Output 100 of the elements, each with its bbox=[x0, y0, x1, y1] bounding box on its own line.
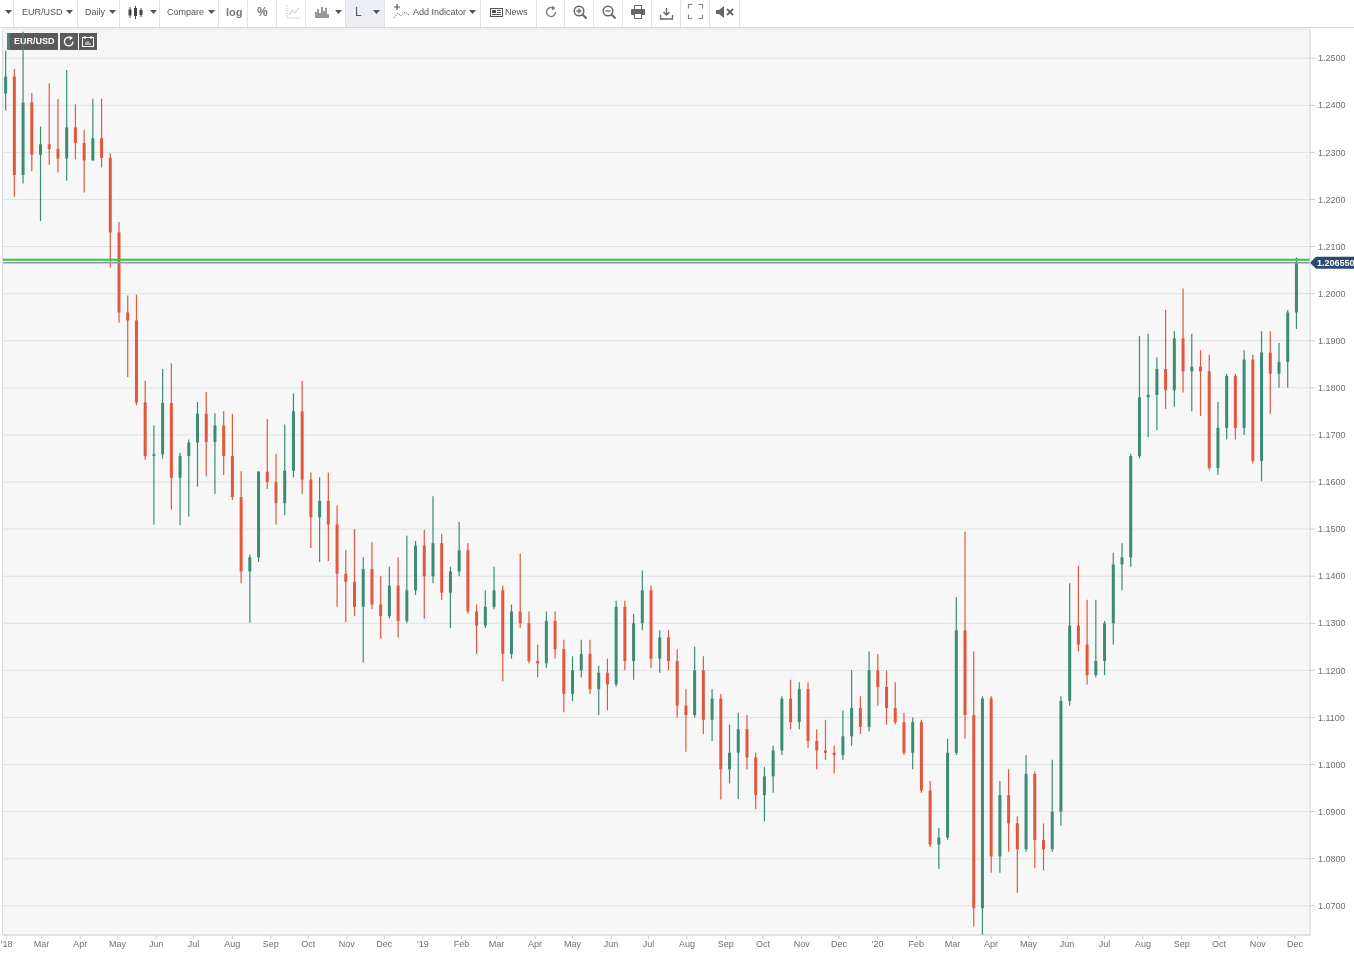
candlestick bbox=[196, 401, 200, 488]
y-tick-label: 1.1400 bbox=[1318, 571, 1346, 582]
x-tick-label: Aug bbox=[224, 939, 241, 950]
candlestick bbox=[248, 553, 252, 624]
y-tick-label: 1.2400 bbox=[1318, 100, 1346, 111]
text: Compare bbox=[167, 6, 205, 17]
x-tick-label: Jul bbox=[642, 939, 655, 950]
candlestick bbox=[326, 471, 330, 562]
y-tick-label: 1.0800 bbox=[1318, 853, 1346, 864]
candlestick bbox=[187, 439, 191, 517]
candlestick bbox=[876, 653, 880, 707]
x-tick-label: Apr bbox=[73, 939, 88, 950]
y-tick-label: 1.1700 bbox=[1318, 430, 1346, 441]
candlestick bbox=[483, 589, 487, 629]
candlestick bbox=[762, 766, 766, 823]
candlestick bbox=[39, 125, 43, 222]
x-tick-label: Jul bbox=[1098, 939, 1111, 950]
y-tick-label: 1.2100 bbox=[1318, 241, 1346, 252]
candlestick bbox=[509, 603, 513, 660]
candlestick bbox=[823, 719, 827, 761]
candlestick bbox=[56, 98, 60, 173]
x-tick-label: Feb bbox=[908, 939, 925, 950]
candlestick bbox=[893, 681, 897, 726]
candlestick bbox=[379, 575, 383, 640]
y-tick-label: 1.1000 bbox=[1318, 759, 1346, 770]
candlestick bbox=[937, 827, 941, 870]
y-tick-label: 1.1900 bbox=[1318, 335, 1346, 346]
x-tick-label: Mar bbox=[33, 939, 50, 950]
candlestick bbox=[841, 709, 845, 761]
y-tick-label: 1.2000 bbox=[1318, 288, 1346, 299]
candlestick bbox=[858, 695, 862, 735]
y-tick-label: 1.2200 bbox=[1318, 194, 1346, 205]
y-tick-label: 1.2500 bbox=[1318, 53, 1346, 64]
candlestick bbox=[1042, 822, 1046, 872]
x-tick-label: Jul bbox=[187, 939, 200, 950]
x-tick-label: May bbox=[109, 939, 127, 950]
x-tick-label: Dec bbox=[831, 939, 848, 950]
text: L bbox=[355, 5, 362, 19]
candlestick bbox=[91, 98, 95, 162]
candlestick bbox=[318, 476, 322, 563]
candlestick bbox=[571, 655, 575, 702]
candlestick bbox=[1277, 342, 1281, 389]
x-tick-label: Sep bbox=[1173, 939, 1190, 950]
x-tick-label: Aug bbox=[1135, 939, 1152, 950]
candlestick bbox=[126, 294, 130, 378]
text: EUR/USD bbox=[22, 6, 63, 17]
ref-line-label: 1.206550 bbox=[1317, 258, 1354, 269]
candlestick bbox=[1268, 330, 1272, 415]
candlestick bbox=[344, 549, 348, 623]
x-tick-label: Jun bbox=[1059, 939, 1075, 950]
x-tick-label: Feb bbox=[453, 939, 470, 950]
x-tick-label: '19 bbox=[417, 939, 429, 950]
text: % bbox=[257, 5, 268, 19]
candlestick bbox=[213, 412, 217, 495]
y-tick-label: 1.1200 bbox=[1318, 665, 1346, 676]
x-tick-label: Oct bbox=[301, 939, 316, 950]
candlestick bbox=[1164, 309, 1168, 410]
y-tick-label: 1.2300 bbox=[1318, 147, 1346, 158]
y-tick-label: 1.0900 bbox=[1318, 806, 1346, 817]
candlestick bbox=[605, 657, 609, 711]
candlestick bbox=[579, 639, 583, 679]
candlestick bbox=[518, 552, 522, 629]
y-tick-label: 1.1300 bbox=[1318, 618, 1346, 629]
candlestick bbox=[1094, 599, 1098, 679]
x-tick-label: Mar bbox=[488, 939, 505, 950]
text: News bbox=[505, 6, 528, 17]
candlestick bbox=[353, 528, 356, 617]
candlestick bbox=[492, 566, 496, 610]
candlestick bbox=[4, 50, 8, 112]
candlestick bbox=[47, 83, 51, 166]
y-tick-label: 1.0700 bbox=[1318, 901, 1346, 911]
candlestick bbox=[178, 452, 182, 526]
x-tick-label: Oct bbox=[1212, 939, 1227, 950]
candlestick bbox=[597, 665, 601, 716]
x-tick-label: Dec bbox=[376, 939, 393, 950]
candlestick bbox=[73, 103, 77, 161]
candlestick bbox=[152, 424, 156, 525]
candlestick bbox=[265, 418, 269, 490]
x-tick-label: Sep bbox=[717, 939, 734, 950]
text: log bbox=[226, 5, 243, 18]
candlestick bbox=[448, 566, 452, 629]
candlestick bbox=[885, 669, 889, 726]
x-tick-label: Nov bbox=[1249, 939, 1267, 950]
candlestick bbox=[475, 603, 479, 655]
candlestick bbox=[100, 98, 104, 169]
x-tick-label: Jun bbox=[148, 939, 164, 950]
x-tick-label: Oct bbox=[756, 939, 771, 950]
text: Add Indicator bbox=[413, 6, 467, 17]
x-tick-label: Mar bbox=[944, 939, 961, 950]
y-tick-label: 1.1600 bbox=[1318, 477, 1346, 488]
candlestick bbox=[274, 453, 278, 525]
x-tick-label: Nov bbox=[338, 939, 356, 950]
y-tick-label: 1.1500 bbox=[1318, 524, 1346, 535]
text: Daily bbox=[85, 6, 106, 17]
x-tick-label: Aug bbox=[679, 939, 696, 950]
candlestick bbox=[1120, 542, 1124, 591]
x-tick-label: '18 bbox=[0, 939, 13, 950]
text: EUR/USD bbox=[14, 36, 55, 46]
candlestick bbox=[658, 629, 662, 674]
y-tick-label: 1.1800 bbox=[1318, 383, 1346, 394]
